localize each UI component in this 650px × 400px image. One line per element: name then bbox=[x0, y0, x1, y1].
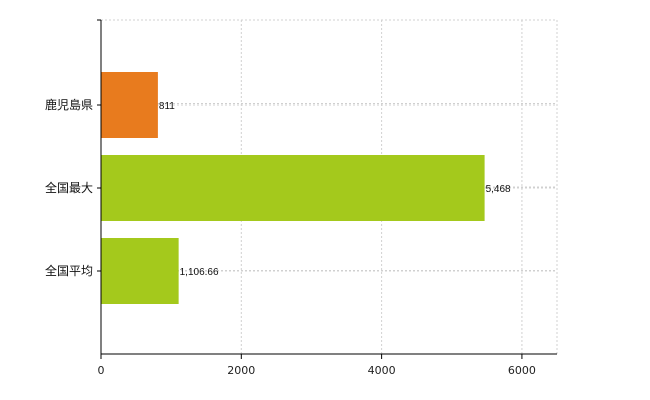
axes bbox=[100, 20, 557, 355]
data-label-0: 811 bbox=[159, 101, 175, 112]
labels: 811 鹿児島県 5,468 全国最大 1,106.66 全国平均 0 2000 4000 600… bbox=[45, 19, 536, 377]
x-tick-label-2: 4000 bbox=[368, 364, 396, 377]
bar-2 bbox=[101, 238, 179, 304]
bar-1 bbox=[101, 155, 485, 221]
x-tick-label-3: 6000 bbox=[508, 364, 536, 377]
data-label-2: 1,106.66 bbox=[180, 267, 219, 278]
category-label-0: 鹿児島県 bbox=[45, 97, 93, 112]
category-label-2: 全国平均 bbox=[45, 263, 93, 278]
x-tick-label-1: 2000 bbox=[227, 364, 255, 377]
bar-0 bbox=[101, 72, 158, 138]
x-tick-label-0: 0 bbox=[98, 364, 105, 377]
category-label-1: 全国最大 bbox=[45, 180, 93, 195]
data-label-1: 5,468 bbox=[486, 184, 511, 195]
bars bbox=[101, 72, 485, 304]
